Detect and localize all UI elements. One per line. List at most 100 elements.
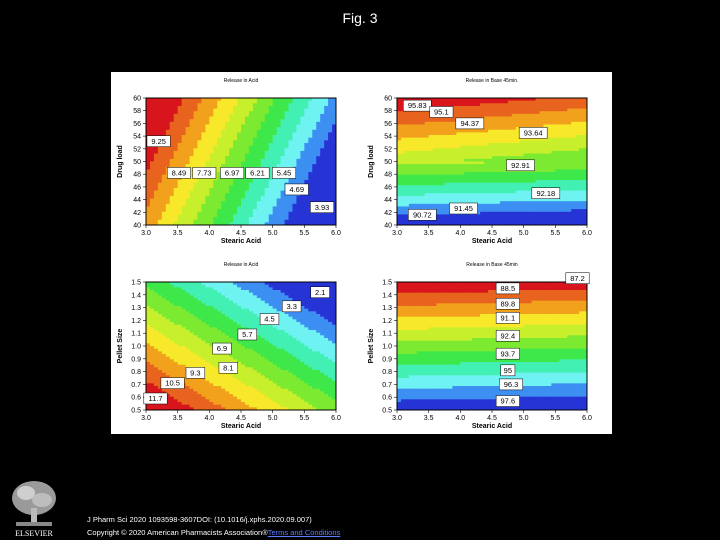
y-tick-label: 1.1: [382, 331, 392, 338]
contour-label: 11.7: [143, 392, 168, 405]
contour-label-box: [500, 364, 516, 377]
y-tick-label: 0.6: [382, 395, 392, 402]
contour-label: 91.45: [449, 202, 478, 215]
contour-plot-1: Release in Acid 3.0 3.5 4.0 4.5 5.0 5.5 6.0 40 42…: [117, 78, 341, 245]
contour-label-text: 6.9: [217, 344, 227, 353]
terms-link[interactable]: Terms and Conditions: [267, 528, 341, 537]
x-axis-label: Stearic Acid: [221, 238, 261, 245]
contour-label: 96.3: [499, 378, 523, 391]
y-tick-label: 42: [384, 210, 392, 217]
contour-label-text: 95.83: [408, 101, 427, 110]
contour-label: 88.5: [495, 282, 520, 295]
contour-label-box: [259, 313, 280, 325]
contour-label: 6.97: [220, 167, 245, 179]
contour-label-box: [495, 298, 520, 310]
y-tick-label: 1.0: [382, 344, 392, 351]
x-axis-label: Stearic Acid: [221, 423, 261, 430]
contour-label-text: 92.4: [501, 331, 516, 340]
y-tick-label: 44: [133, 197, 141, 204]
y-tick-label: 46: [133, 184, 141, 191]
y-tick-label: 1.2: [382, 318, 392, 325]
y-tick-label: 0.5: [131, 408, 141, 415]
contour-label: 8.1: [218, 362, 238, 374]
y-tick-label: 48: [133, 172, 141, 179]
y-axis-label: Pellet Size: [368, 329, 375, 364]
contour-label-text: 8.1: [223, 363, 233, 372]
x-tick-label: 5.0: [519, 230, 529, 237]
contour-label: 97.6: [495, 395, 520, 407]
plot-title: Release in Acid: [224, 262, 259, 268]
contour-label-text: 89.8: [501, 299, 516, 308]
plot-title: Release in Acid: [224, 78, 259, 84]
contour-label-box: [282, 300, 302, 313]
figure-panel: Release in Acid 3.0 3.5 4.0 4.5 5.0 5.5 6.0 40 42…: [111, 72, 612, 434]
contour-label-box: [310, 286, 330, 298]
logo-text: ELSEVIER: [15, 529, 53, 538]
x-tick-label: 4.0: [204, 230, 214, 237]
x-tick-label: 3.0: [392, 415, 402, 422]
y-tick-label: 58: [384, 108, 392, 115]
contour-label: 2.1: [310, 286, 330, 298]
contour-label-text: 93.64: [524, 129, 543, 138]
contour-label-text: 5.45: [277, 169, 292, 178]
contour-label: 89.8: [495, 298, 520, 310]
y-axis-label: Drug load: [117, 145, 124, 178]
contour-label-box: [166, 167, 191, 179]
y-tick-label: 1.4: [131, 292, 141, 299]
contour-label-text: 95: [504, 366, 512, 375]
contour-label-text: 96.3: [504, 380, 519, 389]
y-tick-label: 52: [133, 146, 141, 153]
y-tick-label: 0.6: [131, 395, 141, 402]
citation-text: J Pharm Sci 2020 1093598-3607DOI: (10.10…: [87, 515, 312, 524]
contour-label: 3.3: [282, 300, 302, 313]
contour-plots: Release in Acid 3.0 3.5 4.0 4.5 5.0 5.5 6.0 40 42…: [117, 78, 592, 430]
y-tick-label: 48: [384, 172, 392, 179]
contour-label-box: [495, 395, 520, 407]
contour-label-text: 6.21: [250, 169, 265, 178]
contour-label-text: 87.2: [570, 274, 585, 283]
y-axis-label: Pellet Size: [117, 329, 124, 364]
contour-label-text: 92.18: [536, 189, 555, 198]
x-tick-label: 3.0: [141, 230, 151, 237]
contour-label-box: [218, 362, 238, 374]
x-tick-label: 3.0: [392, 230, 402, 237]
y-tick-label: 1.4: [382, 292, 392, 299]
y-tick-label: 50: [133, 159, 141, 166]
x-tick-label: 5.5: [299, 415, 309, 422]
contour-fill-2: [397, 98, 587, 225]
x-tick-label: 4.5: [236, 230, 246, 237]
x-axis-label: Stearic Acid: [472, 238, 512, 245]
contour-label: 4.69: [284, 183, 309, 196]
x-tick-label: 6.0: [582, 415, 592, 422]
x-tick-label: 4.0: [455, 415, 465, 422]
y-tick-label: 1.0: [131, 344, 141, 351]
y-tick-label: 44: [384, 197, 392, 204]
contour-label-box: [212, 342, 232, 355]
y-tick-label: 1.1: [131, 331, 141, 338]
contour-label-text: 11.7: [148, 394, 162, 403]
figure-title: Fig. 3: [342, 10, 378, 26]
x-tick-label: 5.0: [268, 230, 278, 237]
y-tick-label: 0.8: [382, 369, 392, 376]
contour-label-box: [403, 99, 432, 112]
contour-label-box: [449, 202, 478, 215]
x-tick-label: 6.0: [331, 415, 341, 422]
x-axis-label: Stearic Acid: [472, 423, 512, 430]
contour-label: 94.37: [455, 117, 485, 130]
contour-label-box: [408, 209, 437, 221]
y-tick-label: 54: [384, 134, 392, 141]
x-tick-label: 5.5: [550, 415, 560, 422]
contour-label-box: [185, 367, 206, 379]
contour-label-text: 94.37: [460, 119, 479, 128]
x-tick-label: 5.0: [519, 415, 529, 422]
contour-label-text: 6.97: [225, 169, 240, 178]
contour-label-text: 10.5: [165, 379, 180, 388]
contour-label: 87.2: [565, 272, 590, 284]
contour-label-box: [495, 282, 520, 295]
x-tick-label: 5.5: [550, 230, 560, 237]
contour-label-box: [565, 272, 590, 284]
contour-label: 91.1: [495, 312, 520, 324]
contour-label-box: [429, 106, 454, 118]
contour-label-box: [310, 201, 335, 213]
contour-label: 8.49: [166, 167, 191, 179]
